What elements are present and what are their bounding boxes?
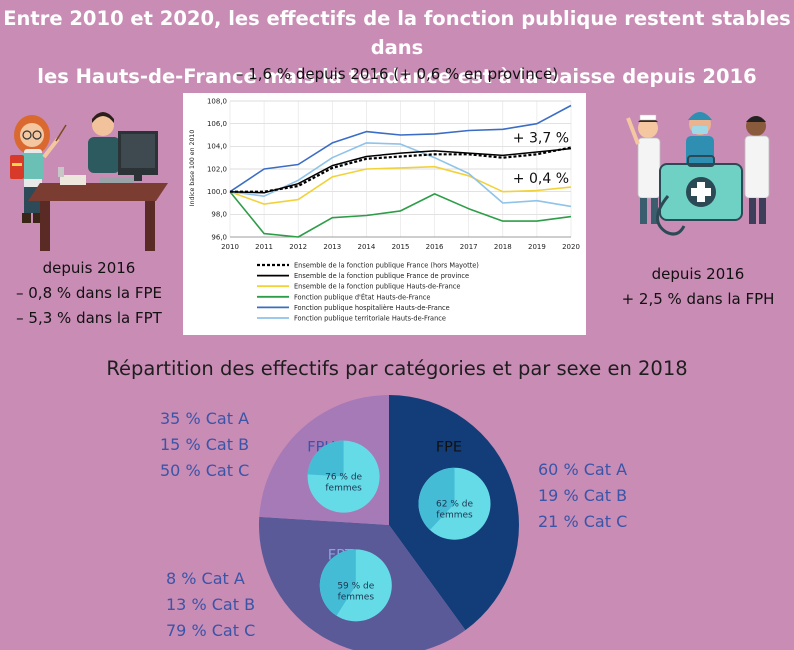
- fph-cat-b: 15 % Cat B: [160, 435, 250, 454]
- x-tick-label: 2019: [528, 243, 546, 251]
- x-tick-label: 2012: [289, 243, 307, 251]
- chart-series-lines: [229, 104, 572, 238]
- men-share-wedge: [307, 440, 344, 477]
- men-share-wedge: [418, 467, 455, 530]
- left-note: depuis 2016 – 0,8 % dans la FPE – 5,3 % …: [0, 256, 178, 331]
- right-note-line-1: depuis 2016: [651, 265, 745, 283]
- y-tick-label: 102,0: [207, 165, 227, 173]
- legend-label: Ensemble de la fonction publique France …: [294, 272, 469, 280]
- fpe-cat-c: 21 % Cat C: [538, 512, 628, 531]
- y-tick-labels: 96,0 98,0 100,0 102,0 104,0 106,0 108,0: [207, 97, 227, 241]
- medical-kit-icon: [659, 155, 743, 221]
- fph-cat-c: 50 % Cat C: [160, 461, 250, 480]
- infographic-title: Entre 2010 et 2020, les effectifs de la …: [0, 4, 794, 91]
- pie-slice-label: FPE: [436, 439, 462, 455]
- hospital-staff-illustration: [626, 112, 770, 236]
- x-tick-labels: 2010 2011 2012 2013 2014 2015 2016 2017 2018 2019…: [221, 243, 580, 251]
- fpt-cat-a: 8 % Cat A: [166, 569, 245, 588]
- doctor-figure-icon: [744, 116, 770, 224]
- fpe-cat-a: 60 % Cat A: [538, 460, 628, 479]
- pie-section-title: Répartition des effectifs par catégories…: [106, 357, 688, 380]
- y-tick-label: 100,0: [207, 188, 227, 196]
- fpt-categories: 8 % Cat A 13 % Cat B 79 % Cat C: [166, 566, 255, 644]
- y-tick-label: 104,0: [207, 143, 227, 151]
- women-share-label: 62 % de: [436, 500, 473, 510]
- fpt-cat-b: 13 % Cat B: [166, 595, 256, 614]
- legend-label: Fonction publique d'État Hauts-de-France: [294, 292, 430, 301]
- x-tick-label: 2011: [255, 243, 273, 251]
- women-share-label: 76 % de: [325, 473, 362, 483]
- legend-label: Fonction publique hospitalière Hauts-de-…: [294, 304, 450, 312]
- y-tick-label: 96,0: [211, 233, 227, 241]
- left-note-line-3: – 5,3 % dans la FPT: [16, 309, 162, 327]
- x-tick-label: 2014: [357, 243, 375, 251]
- fpt-cat-c: 79 % Cat C: [166, 621, 256, 640]
- left-note-line-2: – 0,8 % dans la FPE: [16, 284, 162, 302]
- y-axis-label: Indice base 100 en 2010: [189, 130, 196, 207]
- title-line-1: Entre 2010 et 2020, les effectifs de la …: [3, 7, 791, 59]
- x-tick-label: 2015: [392, 243, 410, 251]
- women-share-label: femmes: [338, 592, 375, 602]
- desk-worker-icon: [28, 112, 168, 251]
- right-note-line-2: + 2,5 % dans la FPH: [621, 290, 775, 308]
- legend-label: Ensemble de la fonction publique Hauts-d…: [294, 283, 460, 291]
- women-share-label: femmes: [325, 484, 362, 494]
- office-workers-illustration: [10, 112, 168, 251]
- x-tick-label: 2020: [562, 243, 580, 251]
- fph-categories: 35 % Cat A 15 % Cat B 50 % Cat C: [160, 406, 249, 484]
- teacher-figure-icon: [10, 115, 67, 223]
- x-tick-label: 2016: [426, 243, 444, 251]
- fph-cat-a: 35 % Cat A: [160, 409, 250, 428]
- x-tick-label: 2010: [221, 243, 239, 251]
- left-note-line-1: depuis 2016: [42, 259, 136, 277]
- y-tick-label: 106,0: [207, 120, 227, 128]
- line-chart-panel: 96,0 98,0 100,0 102,0 104,0 106,0 108,0 2010 20…: [183, 93, 586, 335]
- series-line: [229, 165, 572, 205]
- women-share-label: 59 % de: [337, 581, 374, 591]
- x-tick-label: 2013: [323, 243, 341, 251]
- x-tick-label: 2017: [460, 243, 478, 251]
- chart-annotation: + 0,4 %: [513, 171, 569, 187]
- right-note: depuis 2016 + 2,5 % dans la FPH: [608, 262, 788, 312]
- x-tick-label: 2018: [494, 243, 512, 251]
- stethoscope-icon: [656, 195, 686, 236]
- series-line: [229, 142, 572, 208]
- legend-label: Ensemble de la fonction publique France …: [294, 262, 479, 270]
- fpe-cat-b: 19 % Cat B: [538, 486, 628, 505]
- series-line: [230, 146, 572, 193]
- chart-annotation: + 3,7 %: [513, 131, 569, 147]
- subtitle: – 1,6 % depuis 2016 (+ 0,6 % en province…: [235, 65, 559, 83]
- y-tick-label: 108,0: [207, 97, 227, 105]
- men-share-wedge: [319, 549, 356, 616]
- y-tick-label: 98,0: [211, 211, 227, 219]
- women-share-label: femmes: [436, 511, 473, 521]
- title-line-2: les Hauts-de-France mais la tendance est…: [37, 65, 757, 88]
- chart-legend: Ensemble de la fonction publique France …: [257, 262, 479, 323]
- series-line: [229, 147, 572, 194]
- chart-gridlines: [229, 100, 572, 238]
- chart-annotations: + 3,7 % + 0,4 %: [513, 131, 569, 188]
- series-line: [229, 104, 572, 193]
- legend-label: Fonction publique territoriale Hauts-de-…: [294, 315, 446, 323]
- nurse-figure-icon: [626, 114, 661, 224]
- fpe-categories: 60 % Cat A 19 % Cat B 21 % Cat C: [538, 457, 627, 535]
- series-line: [229, 191, 572, 238]
